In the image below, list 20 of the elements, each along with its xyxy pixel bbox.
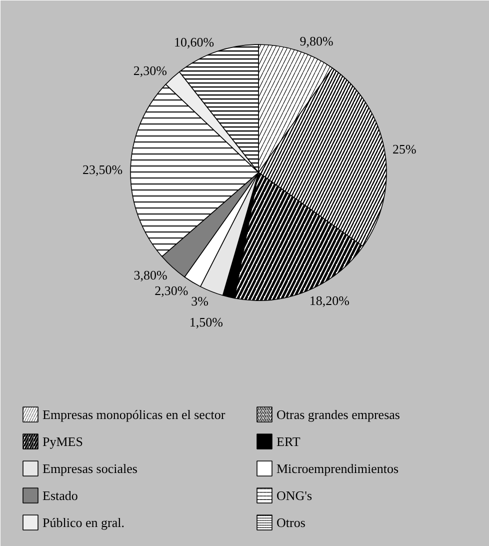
legend-label: ONG's — [276, 488, 312, 503]
legend-label: Otros — [276, 515, 306, 530]
legend-label: Estado — [42, 488, 78, 503]
data-label: 23,50% — [82, 162, 123, 177]
legend-label: Público en gral. — [42, 515, 124, 530]
data-label: 2,30% — [154, 283, 188, 298]
data-label: 9,80% — [300, 33, 334, 48]
legend-label: PyMES — [42, 434, 83, 449]
legend-label: ERT — [276, 434, 300, 449]
data-label: 1,50% — [189, 314, 224, 330]
legend-label: Empresas monopólicas en el sector — [42, 407, 226, 422]
legend-label: Microemprendimientos — [276, 461, 399, 476]
data-label: 3% — [191, 293, 209, 308]
data-label: 2,30% — [133, 62, 168, 78]
legend-label: Empresas sociales — [42, 461, 138, 476]
data-label: 3,80% — [134, 267, 168, 282]
legend-label: Otras grandes empresas — [276, 407, 400, 422]
data-label: 10,60% — [174, 34, 214, 50]
data-label: 25% — [392, 142, 417, 157]
data-label: 18,20% — [309, 292, 350, 308]
